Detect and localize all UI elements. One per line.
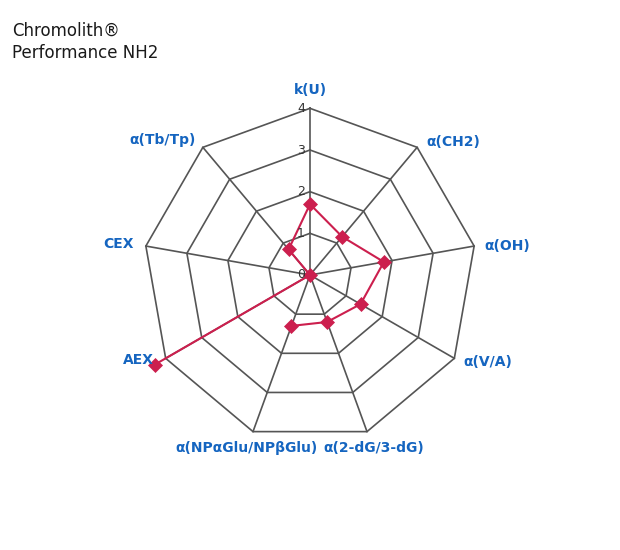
Text: α(NPαGlu/NPβGlu): α(NPαGlu/NPβGlu) xyxy=(175,441,318,455)
Text: 2: 2 xyxy=(297,185,305,198)
Text: 3: 3 xyxy=(297,144,305,157)
Text: α(OH): α(OH) xyxy=(485,239,530,253)
Text: k(U): k(U) xyxy=(293,82,327,97)
Text: 0: 0 xyxy=(297,268,305,282)
Text: CEX: CEX xyxy=(104,237,134,251)
Text: α(Tb/Tp): α(Tb/Tp) xyxy=(129,133,195,147)
Text: 1: 1 xyxy=(297,227,305,240)
Text: α(V/A): α(V/A) xyxy=(464,355,512,370)
Text: Chromolith®
Performance NH2: Chromolith® Performance NH2 xyxy=(12,22,159,62)
Text: α(CH2): α(CH2) xyxy=(427,135,480,150)
Text: AEX: AEX xyxy=(123,354,154,367)
Text: α(2-dG/3-dG): α(2-dG/3-dG) xyxy=(323,441,423,455)
Text: 4: 4 xyxy=(297,102,305,115)
